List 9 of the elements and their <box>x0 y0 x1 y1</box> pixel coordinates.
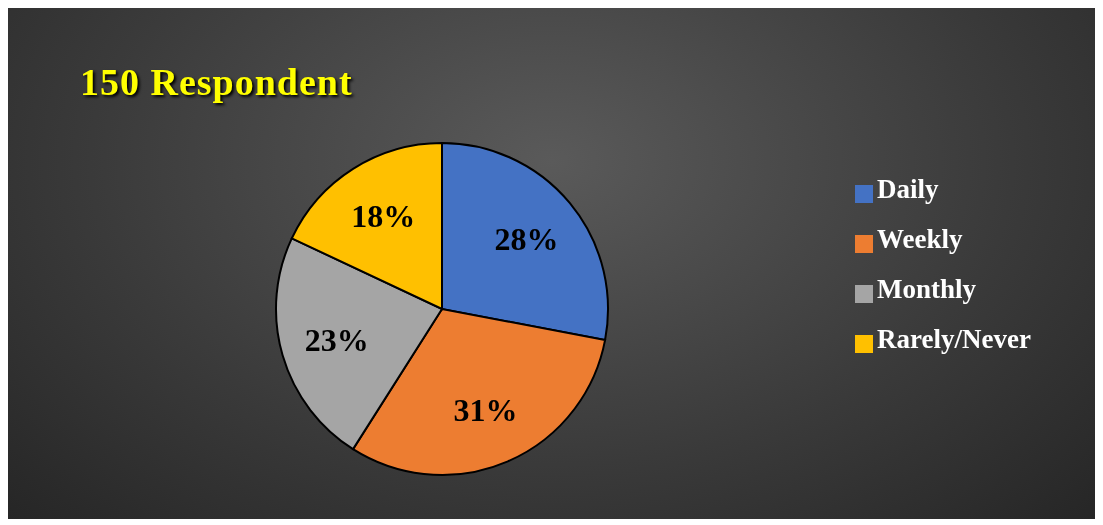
legend-label: Rarely/Never <box>877 323 1031 354</box>
data-label: 23% <box>304 321 369 358</box>
data-label: 31% <box>453 391 518 428</box>
legend-label: Weekly <box>877 223 963 254</box>
chart-title: 150 Respondent <box>80 60 353 104</box>
legend-label: Monthly <box>877 273 977 304</box>
data-label: 18% <box>351 198 416 235</box>
legend-label: Daily <box>877 173 939 204</box>
data-label: 28% <box>494 221 559 258</box>
